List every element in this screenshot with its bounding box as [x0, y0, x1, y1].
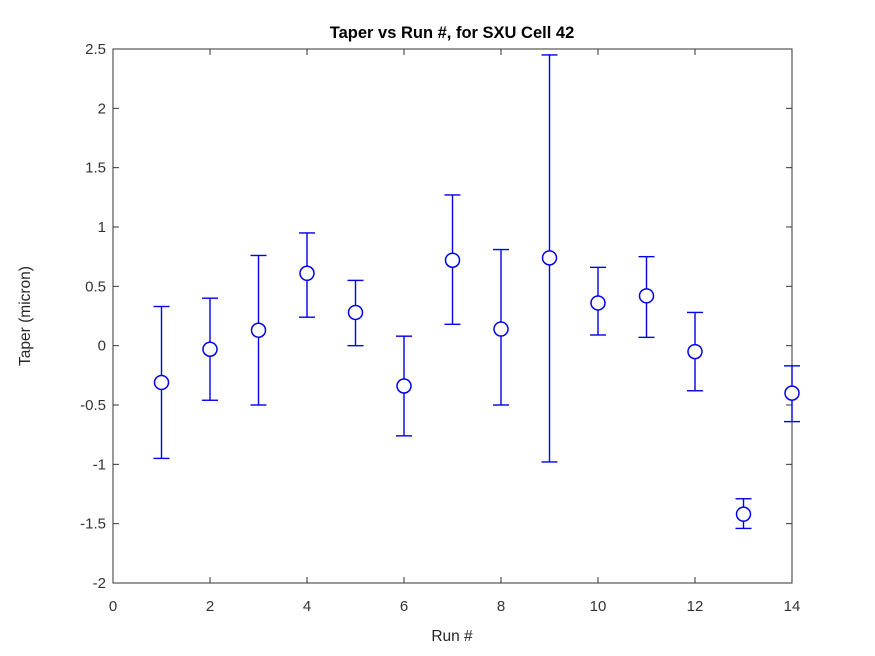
y-tick-label: 0 [98, 338, 106, 355]
data-point-marker [784, 385, 800, 401]
y-tick-label: 2 [98, 100, 106, 117]
data-point-marker [493, 321, 509, 337]
data-point-marker [347, 304, 364, 321]
error-bar-point [590, 266, 606, 336]
y-tick-label: -1 [93, 456, 106, 473]
data-point-marker [541, 250, 558, 266]
y-tick-label: -2 [93, 575, 106, 592]
error-bar-point [153, 305, 170, 460]
data-point-marker [687, 343, 703, 360]
x-tick-label: 2 [206, 598, 214, 615]
chart-title: Taper vs Run #, for SXU Cell 42 [330, 24, 575, 42]
data-point-marker [299, 265, 315, 282]
data-series-group [153, 54, 800, 530]
axes-group: 0 2 4 6 8 10 12 14 -2 -1.5 -1 -0.5 0 0.5 1 1.5 2 2.5 [80, 41, 800, 615]
data-point-marker [444, 252, 461, 268]
x-tick-label: 4 [303, 598, 311, 615]
x-tick-label: 12 [687, 598, 704, 615]
error-bar-point [347, 279, 364, 347]
error-bar-point [396, 335, 412, 437]
x-tick-label: 6 [400, 598, 408, 615]
error-bar-point [202, 297, 218, 401]
error-bar-point [299, 232, 315, 318]
y-axis-label: Taper (micron) [17, 266, 34, 366]
error-bar-point [493, 248, 509, 406]
data-point-marker [735, 506, 752, 522]
y-tick-label: 1.5 [85, 160, 106, 177]
x-tick-label: 10 [590, 598, 607, 615]
y-tick-label: -0.5 [80, 397, 106, 414]
data-point-marker [590, 295, 606, 311]
data-point-marker [250, 322, 267, 338]
data-point-marker [396, 378, 412, 394]
x-tick-label: 8 [497, 598, 505, 615]
x-tick-label: 14 [784, 598, 801, 615]
data-point-marker [153, 374, 170, 391]
data-point-marker [202, 341, 218, 357]
y-tick-label: 0.5 [85, 278, 106, 295]
error-bar-point [735, 498, 752, 530]
error-bar-point [638, 255, 655, 339]
x-axis-label: Run # [431, 628, 473, 645]
error-bar-point [687, 311, 703, 392]
error-bar-point [444, 194, 461, 326]
y-tick-label: -1.5 [80, 516, 106, 533]
error-bar-point [784, 365, 800, 423]
error-bar-point [250, 254, 267, 406]
error-bar-point [541, 54, 558, 463]
y-tick-label: 2.5 [85, 41, 106, 58]
data-point-marker [638, 288, 655, 304]
y-tick-label: 1 [98, 219, 106, 236]
x-tick-label: 0 [109, 598, 117, 615]
